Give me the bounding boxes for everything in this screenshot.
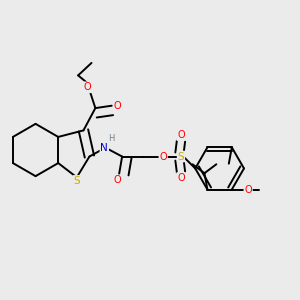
Text: S: S — [74, 176, 80, 186]
Text: O: O — [159, 152, 167, 161]
Text: O: O — [114, 101, 122, 111]
Text: O: O — [114, 175, 122, 185]
Text: O: O — [177, 173, 185, 183]
Text: H: H — [108, 134, 115, 142]
Text: O: O — [177, 130, 185, 140]
Text: O: O — [84, 82, 92, 92]
Text: N: N — [100, 142, 108, 153]
Text: O: O — [244, 184, 252, 194]
Text: S: S — [178, 152, 184, 161]
